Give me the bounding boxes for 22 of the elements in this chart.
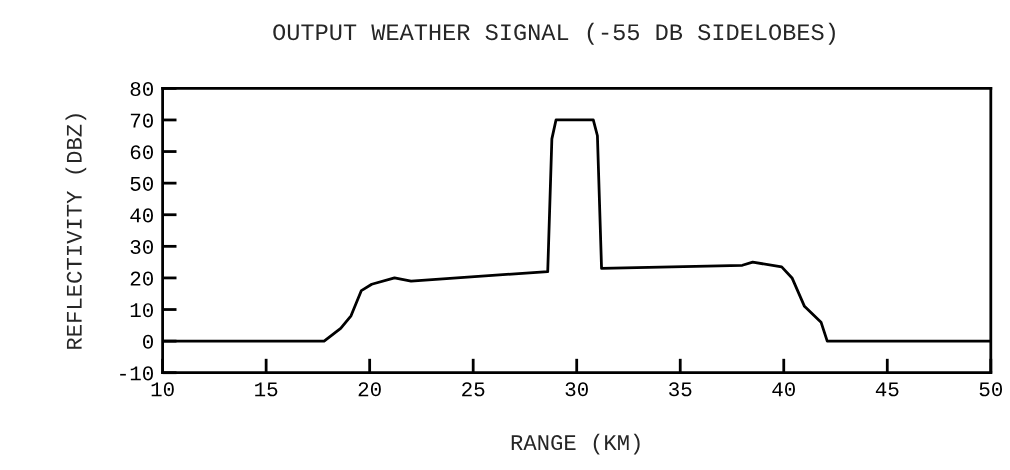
x-tick-label: 15 bbox=[255, 382, 278, 397]
x-tick-label: 10 bbox=[151, 382, 174, 397]
x-tick-label: 20 bbox=[358, 382, 381, 397]
x-tick-label: 45 bbox=[875, 382, 899, 397]
x-tick-label: 35 bbox=[669, 382, 692, 397]
y-axis-title: REFLECTIVITY (DBZ) bbox=[65, 114, 87, 349]
y-tick-label: 20 bbox=[130, 271, 153, 286]
y-tick-label: -10 bbox=[120, 366, 153, 381]
y-tick-label: 0 bbox=[143, 334, 153, 349]
y-tick-label: 40 bbox=[130, 208, 153, 223]
y-tick-label: 70 bbox=[130, 113, 153, 128]
y-tick-label: 10 bbox=[130, 303, 153, 318]
y-tick-label: 60 bbox=[130, 145, 153, 160]
y-tick-label: 30 bbox=[130, 239, 153, 255]
x-tick-label: 40 bbox=[772, 382, 795, 397]
x-tick-label: 30 bbox=[565, 382, 588, 397]
y-tick-label: 50 bbox=[130, 176, 153, 191]
x-axis-title: RANGE (KM) bbox=[511, 433, 640, 455]
x-tick-label: 50 bbox=[979, 382, 1003, 397]
x-tick-label: 25 bbox=[462, 382, 485, 397]
chart-title: OUTPUT WEATHER SIGNAL (-55 DB SIDELOBES) bbox=[273, 22, 835, 45]
y-tick-label: 80 bbox=[130, 81, 153, 97]
